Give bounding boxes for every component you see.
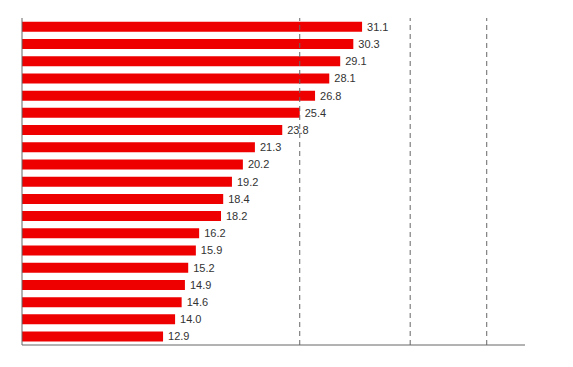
svg-text:15.2: 15.2 — [193, 262, 214, 274]
svg-text:31.1: 31.1 — [367, 21, 388, 33]
svg-text:29.1: 29.1 — [345, 55, 366, 67]
svg-text:18.2: 18.2 — [226, 210, 247, 222]
svg-text:18.4: 18.4 — [228, 193, 249, 205]
svg-text:14.6: 14.6 — [187, 296, 208, 308]
svg-text:30.3: 30.3 — [358, 38, 379, 50]
svg-text:26.8: 26.8 — [320, 90, 341, 102]
svg-text:25.4: 25.4 — [305, 107, 326, 119]
svg-text:14.9: 14.9 — [190, 279, 211, 291]
svg-text:19.2: 19.2 — [237, 176, 258, 188]
svg-text:20.2: 20.2 — [248, 158, 269, 170]
svg-text:12.9: 12.9 — [168, 330, 189, 342]
svg-text:28.1: 28.1 — [334, 72, 355, 84]
svg-text:14.0: 14.0 — [180, 313, 201, 325]
svg-text:15.9: 15.9 — [201, 244, 222, 256]
svg-text:23.8: 23.8 — [287, 124, 308, 136]
svg-text:16.2: 16.2 — [204, 227, 225, 239]
svg-text:21.3: 21.3 — [260, 141, 281, 153]
